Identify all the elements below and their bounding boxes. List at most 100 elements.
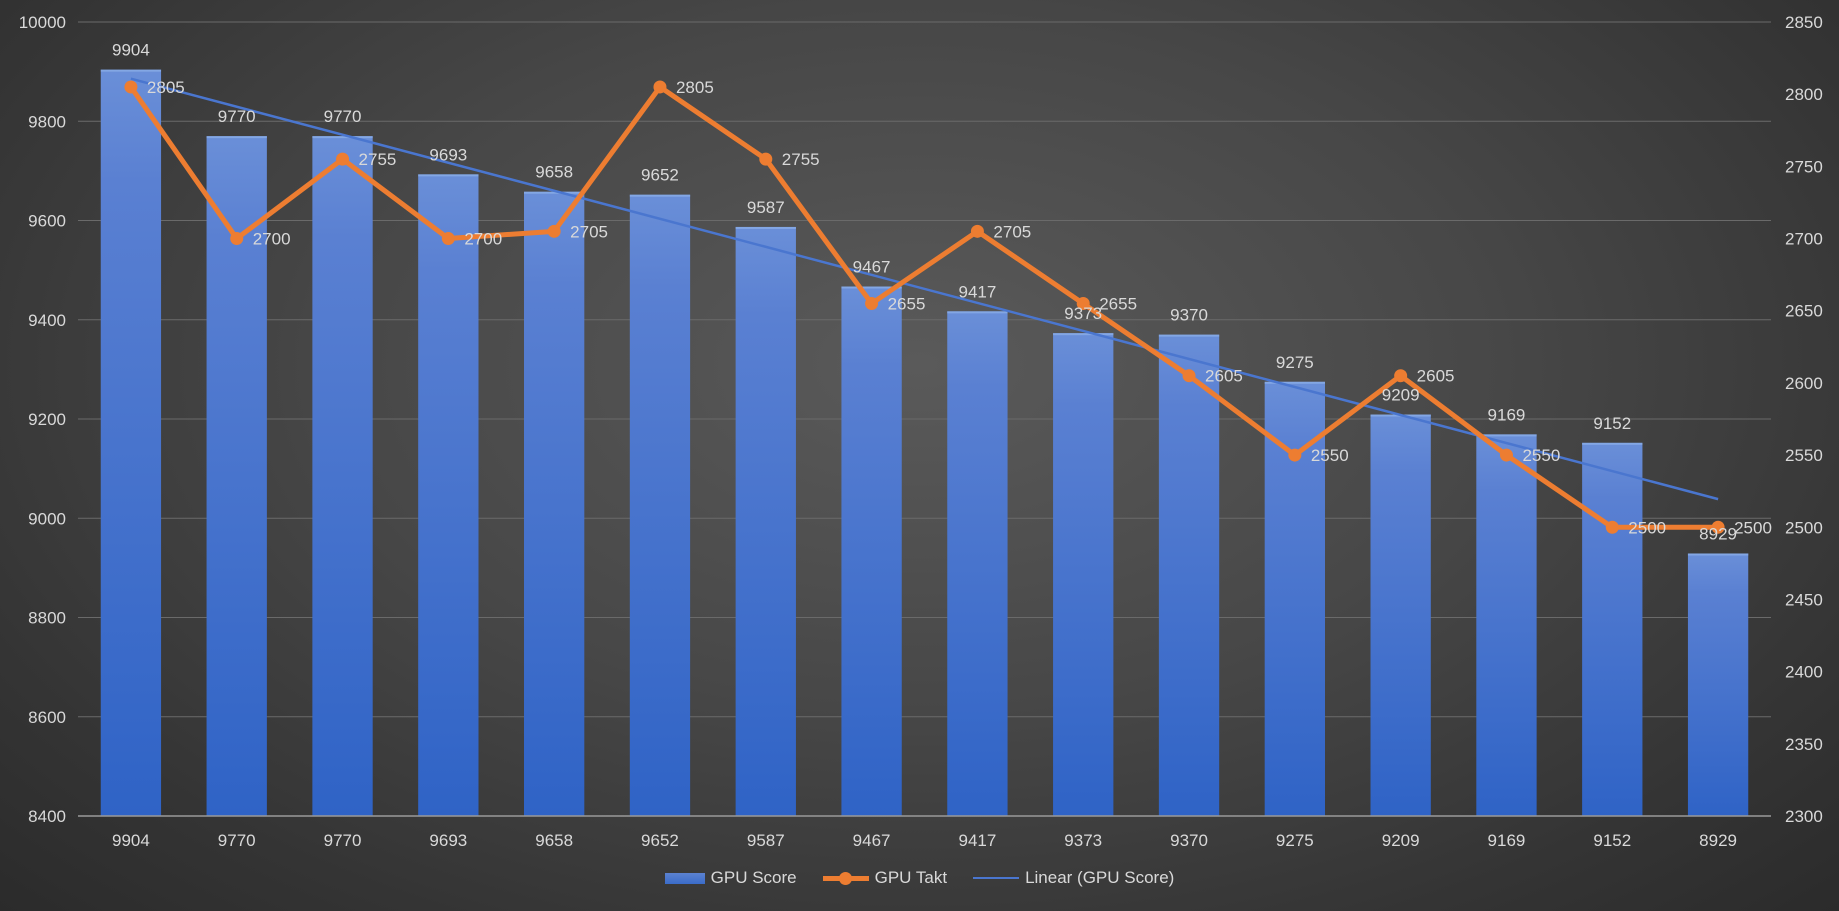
takt-data-label: 2550 [1311, 446, 1349, 465]
takt-marker [865, 297, 879, 311]
x-tick-label: 9770 [324, 831, 362, 850]
x-tick-label: 9373 [1064, 831, 1102, 850]
takt-data-label: 2700 [464, 230, 502, 249]
y-left-tick-label: 10000 [19, 13, 66, 32]
takt-data-label: 2655 [1099, 295, 1137, 314]
x-tick-label: 9467 [853, 831, 891, 850]
bar-data-label: 9169 [1488, 405, 1526, 424]
bar [312, 136, 373, 816]
bar-top-highlight [1687, 553, 1749, 556]
legend-swatch-trend [973, 877, 1020, 879]
x-tick-label: 9693 [429, 831, 467, 850]
bar [947, 311, 1008, 816]
bar-data-label: 9275 [1276, 353, 1314, 372]
bar-top-highlight [1264, 381, 1326, 384]
bar-data-label: 9652 [641, 166, 679, 185]
bar-top-highlight [523, 191, 585, 194]
takt-data-label: 2755 [782, 150, 820, 169]
bar-data-label: 9467 [853, 258, 891, 277]
chart-legend: GPU Score GPU Takt Linear (GPU Score) [0, 868, 1839, 888]
gpu-takt-line [124, 80, 1725, 534]
takt-marker [1288, 448, 1302, 462]
x-tick-label: 9658 [535, 831, 573, 850]
x-tick-label: 9209 [1382, 831, 1420, 850]
bar-data-label: 9152 [1593, 414, 1631, 433]
x-tick-label: 9169 [1488, 831, 1526, 850]
takt-marker [1605, 520, 1619, 534]
y-right-tick-label: 2600 [1785, 374, 1823, 393]
takt-marker [1076, 297, 1090, 311]
y-right-tick-label: 2350 [1785, 735, 1823, 754]
bar [1476, 434, 1537, 816]
takt-data-label: 2605 [1205, 367, 1243, 386]
takt-marker [336, 152, 350, 166]
takt-data-label: 2805 [147, 78, 185, 97]
takt-data-label: 2500 [1734, 518, 1772, 537]
bar [735, 226, 796, 817]
takt-data-label: 2705 [993, 222, 1031, 241]
bar-top-highlight [1476, 434, 1537, 437]
takt-line [128, 84, 1721, 530]
legend-item-gpu-takt[interactable]: GPU Takt [822, 868, 948, 888]
y-left-tick-label: 8800 [28, 609, 66, 628]
x-tick-label: 9652 [641, 831, 679, 850]
y-right-tick-label: 2300 [1785, 807, 1823, 826]
y-right-tick-label: 2550 [1785, 446, 1823, 465]
y-left-tick-label: 9400 [28, 311, 66, 330]
bar-top-highlight [629, 194, 691, 197]
bar-top-highlight [841, 286, 902, 289]
trendline [130, 77, 1719, 501]
bar-top-highlight [206, 136, 267, 139]
y-right-tick-label: 2850 [1785, 13, 1823, 32]
bar-data-label: 9693 [429, 145, 467, 164]
bar-top-highlight [735, 226, 796, 229]
bar [1053, 333, 1114, 816]
y-right-tick-label: 2650 [1785, 302, 1823, 321]
x-tick-label: 9904 [112, 831, 150, 850]
bar [1582, 442, 1643, 816]
bar-top-highlight [1053, 333, 1114, 336]
takt-marker [1394, 369, 1408, 383]
y-left-tick-label: 9600 [28, 212, 66, 231]
legend-item-gpu-score[interactable]: GPU Score [664, 868, 797, 888]
y-left-tick-label: 9200 [28, 410, 66, 429]
bar-top-highlight [100, 69, 162, 72]
bar-data-label: 8929 [1699, 524, 1737, 543]
legend-label-trendline: Linear (GPU Score) [1025, 868, 1175, 887]
y-right-tick-label: 2700 [1785, 230, 1823, 249]
bar-data-label: 9770 [324, 107, 362, 126]
takt-marker [441, 232, 455, 246]
x-tick-label: 9417 [958, 831, 996, 850]
bar [1687, 553, 1749, 816]
takt-marker [1711, 520, 1725, 534]
y-left-tick-label: 8400 [28, 807, 66, 826]
y-right-tick-label: 2500 [1785, 518, 1823, 537]
bar-data-label: 9209 [1382, 386, 1420, 405]
x-tick-label: 9152 [1593, 831, 1631, 850]
takt-data-label: 2550 [1522, 446, 1560, 465]
takt-data-label: 2605 [1417, 367, 1455, 386]
takt-marker [124, 80, 138, 94]
bar [206, 136, 267, 816]
bar-top-highlight [947, 311, 1008, 314]
takt-data-label: 2805 [676, 78, 714, 97]
bar-data-label: 9417 [958, 282, 996, 301]
legend-swatch-line [822, 871, 869, 885]
legend-label-gpu-takt: GPU Takt [874, 868, 948, 887]
y-right-tick-label: 2800 [1785, 85, 1823, 104]
takt-marker [759, 152, 773, 166]
bar [1158, 334, 1220, 816]
bar-data-label: 9904 [112, 41, 150, 60]
axes: 8400 8600 8800 9000 9200 9400 9600 9800 10000 230… [19, 13, 1823, 850]
legend-item-trendline[interactable]: Linear (GPU Score) [973, 868, 1174, 888]
takt-data-label: 2500 [1628, 518, 1666, 537]
bar [523, 191, 585, 816]
bar-top-highlight [1582, 442, 1643, 445]
takt-marker [1499, 448, 1513, 462]
legend-swatch-bar [664, 872, 705, 884]
x-tick-label: 9370 [1170, 831, 1208, 850]
x-tick-label: 8929 [1699, 831, 1737, 850]
takt-data-label: 2655 [888, 295, 926, 314]
takt-marker [547, 224, 561, 238]
